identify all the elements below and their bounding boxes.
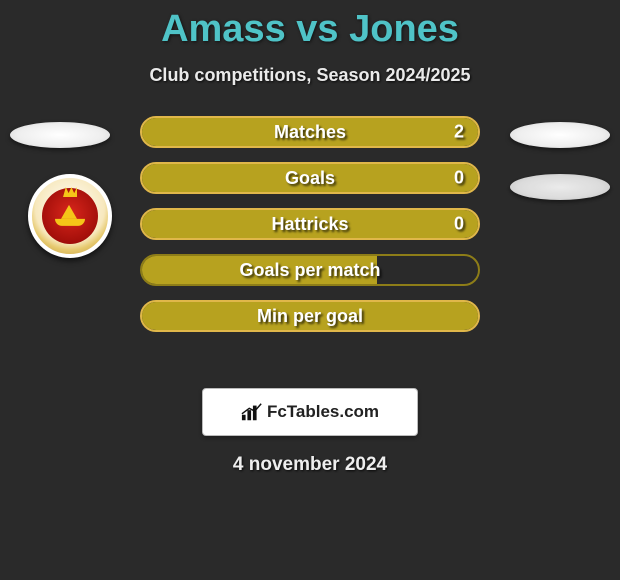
- stat-label: Min per goal: [257, 306, 363, 327]
- stat-label: Hattricks: [271, 214, 348, 235]
- bars-icon: [241, 402, 263, 422]
- footer-date: 4 november 2024: [0, 454, 620, 476]
- brand-logo: FcTables.com: [202, 388, 418, 436]
- stat-label: Matches: [274, 122, 346, 143]
- stat-value: 2: [454, 122, 464, 143]
- stat-value: 0: [454, 168, 464, 189]
- subtitle: Club competitions, Season 2024/2025: [0, 65, 620, 86]
- player-right-club-placeholder: [510, 174, 610, 200]
- player-left-avatar-placeholder: [10, 122, 110, 148]
- page-title: Amass vs Jones: [0, 0, 620, 51]
- brand-text: FcTables.com: [267, 402, 379, 422]
- stat-value: 0: [454, 214, 464, 235]
- club-badge-left: [28, 174, 112, 258]
- stat-row: Hattricks 0: [140, 208, 480, 240]
- player-right-avatar-placeholder: [510, 122, 610, 148]
- stat-label: Goals: [285, 168, 335, 189]
- stat-rows: Matches 2 Goals 0 Hattricks 0 Goals per match M…: [140, 116, 480, 346]
- stat-row: Goals per match: [140, 254, 480, 286]
- stat-row: Min per goal: [140, 300, 480, 332]
- comparison-stage: Matches 2 Goals 0 Hattricks 0 Goals per match M…: [0, 116, 620, 376]
- stat-label: Goals per match: [239, 260, 380, 281]
- stat-row: Matches 2: [140, 116, 480, 148]
- stat-row: Goals 0: [140, 162, 480, 194]
